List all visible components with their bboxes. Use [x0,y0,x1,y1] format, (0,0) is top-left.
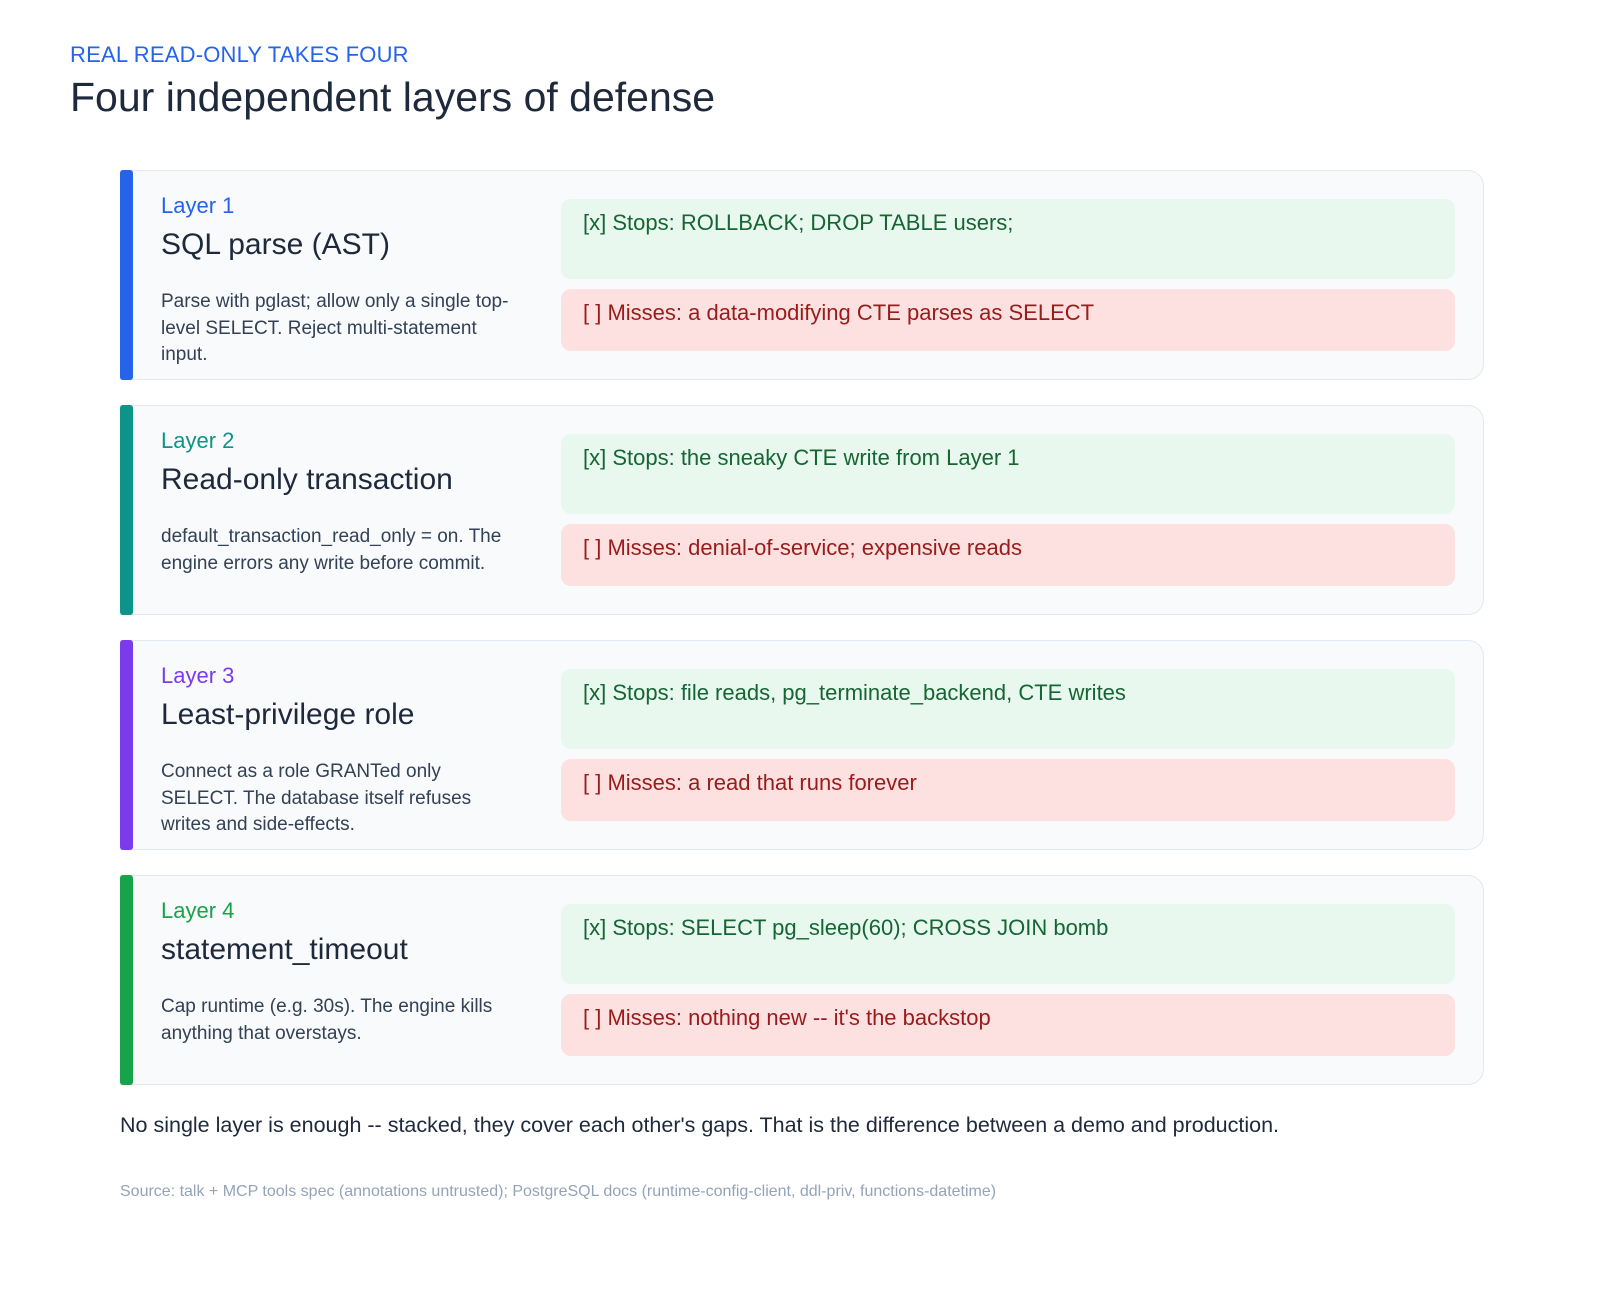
layer-name: statement_timeout [161,933,408,966]
layer-info: Layer 3 Least-privilege role Connect as … [161,663,521,839]
layer-number: Layer 4 [161,898,235,923]
misses-box: [ ] Misses: a data-modifying CTE parses … [561,289,1455,351]
stops-box: [x] Stops: file reads, pg_terminate_back… [561,669,1455,749]
layer-card-2: Layer 2 Read-only transaction default_tr… [120,405,1484,615]
summary-text: No single layer is enough -- stacked, th… [120,1113,1280,1137]
layer-card-1: Layer 1 SQL parse (AST) Parse with pglas… [120,170,1484,380]
misses-box: [ ] Misses: nothing new -- it's the back… [561,994,1455,1056]
layer-description: Cap runtime (e.g. 30s). The engine kills… [161,996,493,1044]
stops-box: [x] Stops: ROLLBACK; DROP TABLE users; [561,199,1455,279]
misses-box: [ ] Misses: a read that runs forever [561,759,1455,821]
source-note: Source: talk + MCP tools spec (annotatio… [120,1183,997,1200]
eyebrow-label: REAL READ-ONLY TAKES FOUR [70,42,409,67]
layer-accent-bar [120,875,133,1085]
layer-outcomes: [x] Stops: SELECT pg_sleep(60); CROSS JO… [561,904,1455,1056]
misses-box: [ ] Misses: denial-of-service; expensive… [561,524,1455,586]
layer-accent-bar [120,170,133,380]
layer-outcomes: [x] Stops: file reads, pg_terminate_back… [561,669,1455,821]
layer-card-4: Layer 4 statement_timeout Cap runtime (e… [120,875,1484,1085]
layer-info: Layer 4 statement_timeout Cap runtime (e… [161,898,521,1047]
layer-name: Read-only transaction [161,463,453,496]
layer-outcomes: [x] Stops: ROLLBACK; DROP TABLE users; [… [561,199,1455,351]
layer-info: Layer 1 SQL parse (AST) Parse with pglas… [161,193,521,369]
layer-card-3: Layer 3 Least-privilege role Connect as … [120,640,1484,850]
layer-name: SQL parse (AST) [161,228,390,261]
layer-accent-bar [120,405,133,615]
layer-name: Least-privilege role [161,698,415,731]
layer-accent-bar [120,640,133,850]
layer-description: default_transaction_read_only = on. The … [161,526,502,574]
layer-description: Connect as a role GRANTed only SELECT. T… [161,761,472,835]
layers-stack: Layer 1 SQL parse (AST) Parse with pglas… [120,170,1484,1110]
layer-description: Parse with pglast; allow only a single t… [161,291,509,365]
layer-info: Layer 2 Read-only transaction default_tr… [161,428,521,577]
page-title: Four independent layers of defense [70,74,716,120]
layer-outcomes: [x] Stops: the sneaky CTE write from Lay… [561,434,1455,586]
layer-number: Layer 1 [161,193,235,218]
stops-box: [x] Stops: the sneaky CTE write from Lay… [561,434,1455,514]
stops-box: [x] Stops: SELECT pg_sleep(60); CROSS JO… [561,904,1455,984]
layer-number: Layer 3 [161,663,235,688]
layer-number: Layer 2 [161,428,235,453]
